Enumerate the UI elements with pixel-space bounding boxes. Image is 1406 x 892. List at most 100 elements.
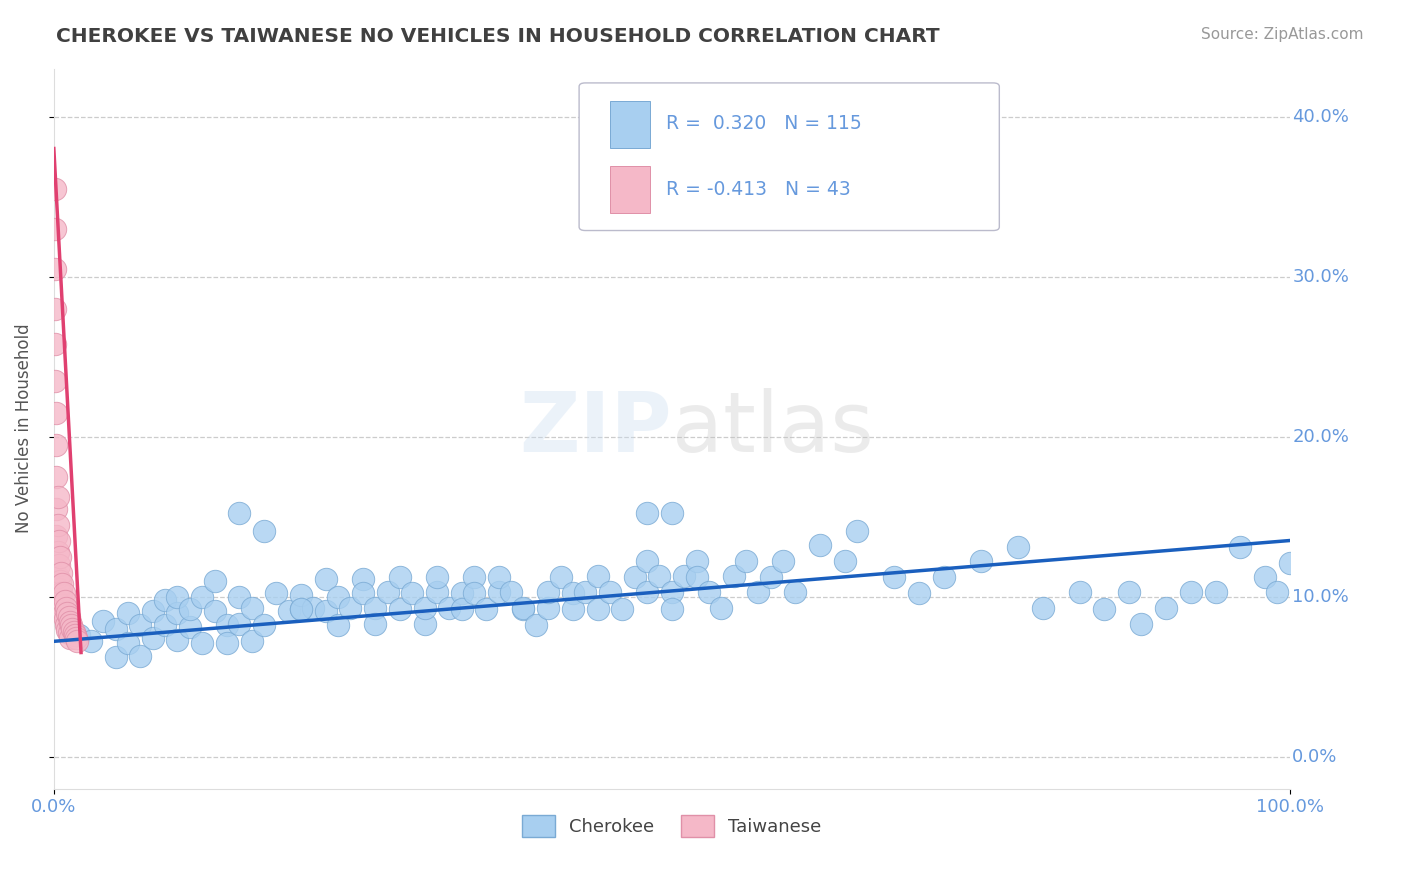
Point bbox=[612, 602, 634, 616]
Point bbox=[661, 602, 683, 616]
Point bbox=[388, 570, 411, 584]
Point bbox=[215, 618, 238, 632]
Point bbox=[46, 570, 69, 584]
Point bbox=[80, 634, 103, 648]
Point bbox=[463, 586, 485, 600]
Point bbox=[512, 602, 534, 616]
Point bbox=[49, 596, 72, 610]
Point bbox=[228, 590, 250, 604]
Point bbox=[808, 538, 831, 552]
Point bbox=[1118, 584, 1140, 599]
Point bbox=[60, 618, 83, 632]
Point bbox=[561, 586, 583, 600]
Point bbox=[56, 606, 79, 620]
Point bbox=[204, 574, 226, 588]
Point bbox=[413, 600, 436, 615]
Point bbox=[240, 600, 263, 615]
Point bbox=[46, 491, 69, 505]
Point bbox=[142, 631, 165, 645]
Point bbox=[326, 590, 349, 604]
Point bbox=[191, 636, 214, 650]
Point bbox=[129, 618, 152, 632]
Point bbox=[339, 600, 361, 615]
Point bbox=[290, 588, 312, 602]
Point bbox=[44, 181, 66, 195]
Point bbox=[67, 628, 90, 642]
Point bbox=[785, 584, 807, 599]
Point bbox=[52, 606, 75, 620]
Point bbox=[623, 570, 645, 584]
Point bbox=[153, 618, 176, 632]
Point bbox=[488, 570, 510, 584]
Point bbox=[685, 570, 707, 584]
Point bbox=[45, 501, 67, 516]
Point bbox=[636, 506, 658, 520]
Point bbox=[59, 615, 82, 629]
Point bbox=[91, 614, 114, 628]
Point bbox=[60, 622, 83, 636]
Point bbox=[501, 584, 523, 599]
Point bbox=[574, 584, 596, 599]
Point bbox=[697, 584, 720, 599]
Point bbox=[1007, 540, 1029, 554]
Point bbox=[44, 336, 66, 351]
Point bbox=[426, 570, 449, 584]
Text: R =  0.320   N = 115: R = 0.320 N = 115 bbox=[665, 114, 862, 134]
Text: 0.0%: 0.0% bbox=[1292, 747, 1337, 765]
Point bbox=[315, 572, 337, 586]
Point bbox=[561, 602, 583, 616]
Point bbox=[228, 506, 250, 520]
Text: 40.0%: 40.0% bbox=[1292, 108, 1350, 126]
Point bbox=[636, 584, 658, 599]
Point bbox=[388, 602, 411, 616]
Point bbox=[352, 586, 374, 600]
Point bbox=[586, 602, 609, 616]
Point bbox=[302, 600, 325, 615]
Point bbox=[970, 554, 993, 568]
Point bbox=[401, 586, 423, 600]
Point bbox=[129, 648, 152, 663]
Point bbox=[932, 570, 955, 584]
Point bbox=[104, 650, 127, 665]
Point bbox=[488, 584, 510, 599]
Point bbox=[512, 600, 534, 615]
Point bbox=[1254, 570, 1277, 584]
Point bbox=[475, 602, 498, 616]
Point bbox=[759, 570, 782, 584]
Point bbox=[46, 517, 69, 532]
Text: 30.0%: 30.0% bbox=[1292, 268, 1350, 285]
Point bbox=[52, 586, 75, 600]
Point bbox=[326, 618, 349, 632]
Point bbox=[413, 616, 436, 631]
Point bbox=[377, 584, 399, 599]
Point bbox=[240, 634, 263, 648]
Point bbox=[290, 602, 312, 616]
Point bbox=[277, 604, 299, 618]
Point bbox=[1267, 584, 1289, 599]
Point bbox=[673, 568, 696, 582]
Point bbox=[524, 618, 547, 632]
Point bbox=[537, 600, 560, 615]
Point bbox=[772, 554, 794, 568]
FancyBboxPatch shape bbox=[610, 101, 650, 148]
Point bbox=[228, 616, 250, 631]
Point bbox=[104, 622, 127, 636]
Point bbox=[648, 568, 671, 582]
Point bbox=[253, 618, 276, 632]
Text: R = -0.413   N = 43: R = -0.413 N = 43 bbox=[665, 180, 851, 199]
Point bbox=[883, 570, 905, 584]
Point bbox=[44, 221, 66, 235]
Point bbox=[1092, 602, 1115, 616]
Point bbox=[65, 631, 87, 645]
Point bbox=[215, 636, 238, 650]
Point bbox=[63, 628, 86, 642]
Point bbox=[45, 469, 67, 483]
Point bbox=[179, 620, 201, 634]
Point bbox=[142, 604, 165, 618]
Point bbox=[48, 533, 70, 548]
Point bbox=[51, 576, 73, 591]
Text: atlas: atlas bbox=[672, 388, 873, 469]
Point bbox=[537, 584, 560, 599]
Point bbox=[908, 586, 931, 600]
Point bbox=[117, 606, 139, 620]
